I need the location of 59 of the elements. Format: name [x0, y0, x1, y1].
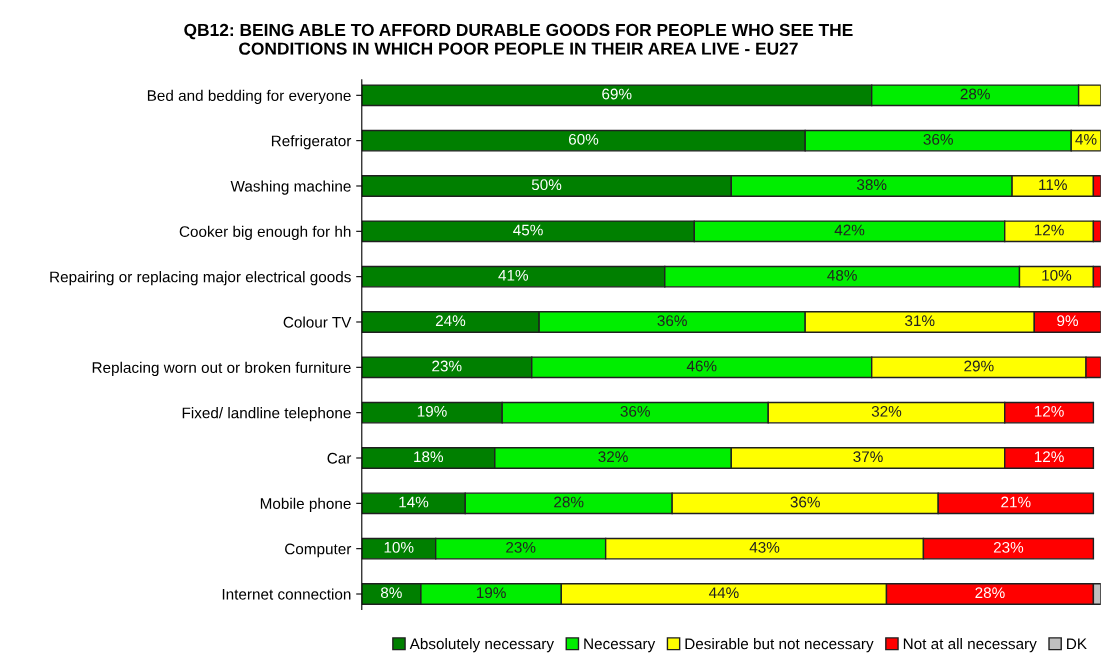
- data-label: 36%: [657, 315, 687, 327]
- data-label: 12%: [1034, 405, 1064, 417]
- data-label: 19%: [476, 587, 506, 599]
- data-label: 11%: [1039, 179, 1067, 191]
- data-label: 8%: [380, 587, 402, 599]
- data-label: 50%: [531, 179, 562, 191]
- data-label: 10%: [384, 541, 414, 553]
- data-label: 48%: [827, 269, 857, 281]
- data-label: 32%: [598, 451, 628, 463]
- data-label: 69%: [602, 88, 632, 100]
- data-label: 10%: [1042, 269, 1072, 281]
- legend-label: Not at all necessary: [903, 638, 1037, 653]
- data-label: 23%: [506, 541, 536, 553]
- data-label: 31%: [905, 315, 935, 327]
- data-label: 45%: [513, 224, 543, 236]
- y-tick-label: Bed and bedding for everyone: [147, 89, 351, 105]
- data-label: 36%: [620, 405, 650, 417]
- data-label: 36%: [923, 133, 953, 145]
- data-label: 23%: [993, 541, 1024, 553]
- y-tick-label: Refrigerator: [271, 135, 352, 150]
- data-label: 23%: [432, 360, 462, 372]
- legend-label: Necessary: [584, 638, 656, 653]
- data-label: 42%: [834, 224, 865, 236]
- y-tick-label: Fixed/ landline telephone: [182, 407, 351, 422]
- data-label: 9%: [1057, 315, 1079, 327]
- y-tick-label: Washing machine: [230, 180, 351, 195]
- data-label: 28%: [975, 587, 1005, 599]
- data-label: 4%: [1075, 134, 1097, 145]
- data-label: 14%: [399, 496, 429, 508]
- legend-label: Desirable but not necessary: [685, 638, 874, 653]
- data-label: 24%: [435, 315, 466, 327]
- data-label: 37%: [853, 451, 883, 463]
- data-label: 29%: [964, 360, 994, 372]
- data-label: 18%: [414, 451, 444, 463]
- data-label: 32%: [871, 405, 902, 417]
- data-label: 21%: [1001, 496, 1031, 508]
- y-tick-label: Internet connection: [222, 588, 351, 600]
- data-label: 36%: [790, 496, 820, 508]
- data-label: 12%: [1034, 224, 1064, 236]
- legend-label: Absolutely necessary: [409, 638, 554, 653]
- data-label: 38%: [856, 179, 887, 191]
- legend-label: DK: [1067, 638, 1087, 650]
- y-tick-label: Mobile phone: [260, 497, 351, 513]
- y-tick-label: Cooker big enough for hh: [179, 225, 351, 241]
- data-label: 60%: [568, 133, 599, 145]
- data-label: 43%: [749, 541, 780, 553]
- y-tick-label: Repairing or replacing major electrical goods: [50, 271, 351, 286]
- data-label: 44%: [708, 587, 739, 599]
- data-label: 19%: [417, 405, 447, 417]
- data-label: 28%: [960, 88, 990, 100]
- y-tick-label: Colour TV: [283, 316, 352, 328]
- data-label: 41%: [498, 270, 529, 281]
- data-label: 12%: [1034, 451, 1064, 463]
- y-tick-label: Computer: [285, 543, 352, 558]
- data-label: 46%: [686, 360, 717, 372]
- y-tick-label: Replacing worn out or broken furniture: [92, 361, 351, 377]
- y-tick-label: Car: [327, 452, 352, 464]
- data-label: 28%: [554, 496, 584, 508]
- chart-title: QB12: BEING ABLE TO AFFORD DURABLE GOODS FOR PEOPLE WHO SEE THE CONDITIONS IN WHICH POOR PEOPLE IN THEIR AREA LIVE - EU27: [184, 23, 853, 55]
